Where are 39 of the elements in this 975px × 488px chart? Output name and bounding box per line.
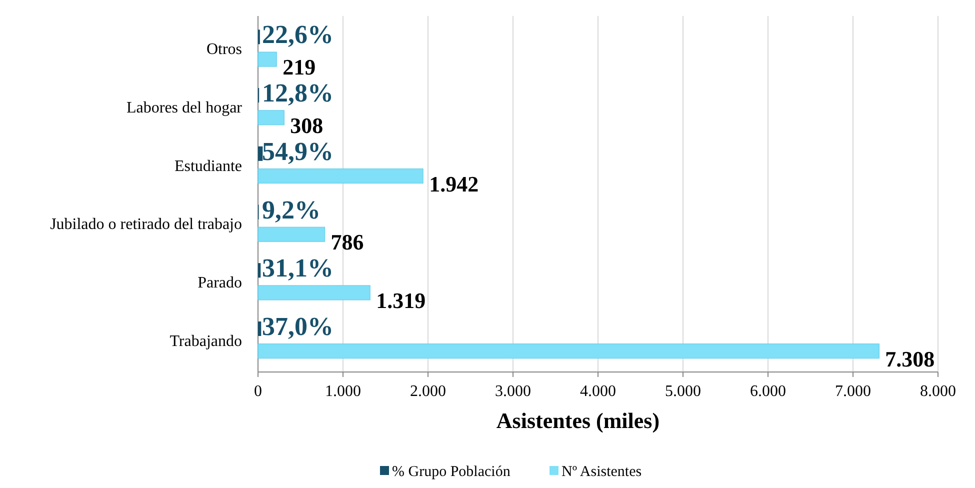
bar — [258, 52, 277, 67]
x-tick-label: 8.000 — [920, 383, 956, 400]
bar — [258, 110, 284, 126]
data-label: 12,8% — [262, 78, 334, 108]
y-tick-label: Jubilado o retirado del trabajo — [50, 216, 242, 234]
x-tick-label: 1.000 — [325, 383, 361, 400]
data-label: 9,2% — [262, 195, 320, 224]
bar — [258, 344, 880, 359]
legend-label: % Grupo Población — [392, 464, 511, 480]
y-tick-label: Labores del hogar — [126, 99, 243, 116]
x-tick-label: 7.000 — [835, 383, 871, 400]
x-axis-title: Asistentes (miles) — [496, 408, 660, 433]
data-label: 54,9% — [262, 136, 334, 166]
data-label: 37,0% — [262, 312, 334, 341]
y-tick-label: Estudiante — [174, 158, 242, 175]
data-label: 219 — [282, 54, 316, 80]
data-label: 22,6% — [262, 20, 334, 50]
x-tick-label: 6.000 — [750, 383, 786, 400]
data-label: 786 — [330, 230, 364, 255]
y-tick-label: Otros — [206, 41, 242, 58]
bar — [258, 168, 424, 184]
bar — [258, 285, 370, 300]
bar — [258, 263, 261, 278]
y-tick-label: Parado — [198, 274, 242, 292]
data-label: 31,1% — [262, 254, 334, 283]
data-label: 1.942 — [429, 171, 479, 196]
data-label: 1.319 — [376, 288, 426, 313]
bar — [258, 146, 263, 161]
x-tick-label: 4.000 — [580, 383, 616, 400]
data-label: 308 — [290, 112, 324, 138]
x-tick-label: 0 — [254, 383, 262, 400]
bar — [258, 226, 326, 242]
x-tick-label: 5.000 — [665, 383, 701, 400]
data-label: 7.308 — [885, 346, 935, 372]
bar — [258, 321, 262, 336]
y-tick-label: Trabajando — [170, 332, 242, 350]
x-tick-label: 3.000 — [495, 383, 531, 400]
x-tick-label: 2.000 — [410, 383, 446, 400]
legend-label: Nº Asistentes — [562, 464, 642, 480]
